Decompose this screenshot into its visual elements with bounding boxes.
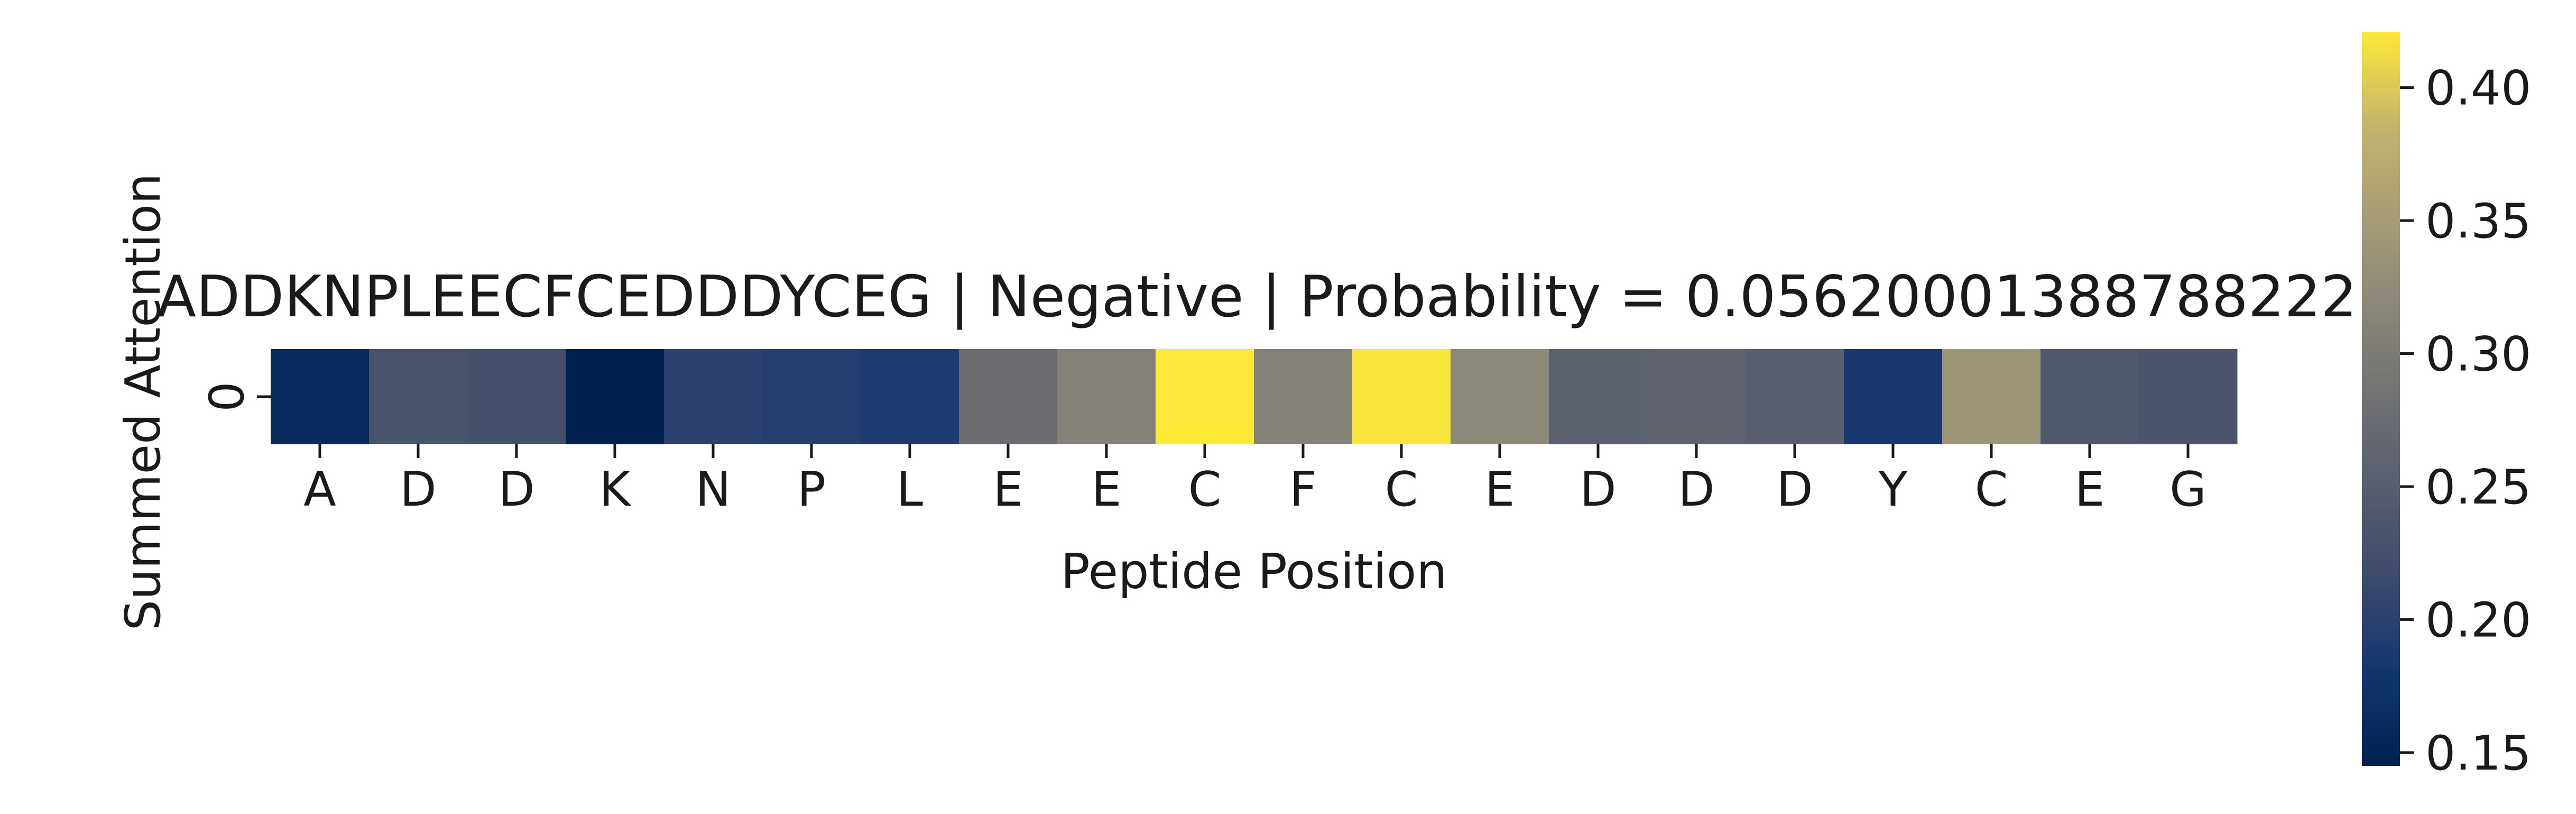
colorbar-tick-label: 0.35: [2425, 194, 2531, 249]
x-tick-label: D: [1776, 462, 1813, 517]
heatmap-cell: [2041, 349, 2139, 444]
x-tick-label: Y: [1878, 462, 1908, 517]
heatmap-cell: [1746, 349, 1844, 444]
colorbar-tick-label: 0.15: [2425, 726, 2531, 781]
colorbar: [2362, 32, 2400, 766]
x-tick-label: D: [1580, 462, 1616, 517]
x-tick-label: L: [897, 462, 923, 517]
heatmap-cell: [1451, 349, 1549, 444]
heatmap-cell: [2139, 349, 2238, 444]
heatmap-cell: [1647, 349, 1746, 444]
heatmap-cell: [959, 349, 1058, 444]
heatmap-cell: [762, 349, 861, 444]
colorbar-tick-label: 0.30: [2425, 327, 2531, 382]
heatmap-cell: [1942, 349, 2041, 444]
x-tick-label: N: [695, 462, 731, 517]
chart-title: ADDKNPLEECFCEDDDYCEG | Negative | Probab…: [157, 264, 2357, 330]
x-tick-label: K: [599, 462, 631, 517]
heatmap-cell: [664, 349, 763, 444]
heatmap-cell: [271, 349, 370, 444]
x-tick-label: E: [2075, 462, 2105, 517]
x-tick-label: C: [1385, 462, 1418, 517]
heatmap-cell: [566, 349, 664, 444]
x-tick-label: C: [1975, 462, 2008, 517]
x-tick-label: E: [993, 462, 1023, 517]
y-axis-ticks: 0: [199, 381, 271, 412]
y-axis-label: Summed Attention: [115, 173, 171, 631]
heatmap-cells: [271, 349, 2238, 444]
x-tick-label: G: [2169, 462, 2206, 517]
heatmap-cell: [1352, 349, 1451, 444]
heatmap-cell: [1549, 349, 1648, 444]
heatmap-cell: [861, 349, 959, 444]
x-tick-label: C: [1188, 462, 1222, 517]
x-tick-label: F: [1289, 462, 1317, 517]
colorbar-tick-label: 0.20: [2425, 592, 2531, 648]
x-axis-label: Peptide Position: [1060, 543, 1447, 600]
x-tick-label: D: [400, 462, 436, 517]
x-tick-label: D: [1678, 462, 1714, 517]
colorbar-tick-label: 0.25: [2425, 460, 2531, 515]
x-tick-label: E: [1092, 462, 1122, 517]
x-tick-label: D: [498, 462, 534, 517]
x-tick-label: E: [1485, 462, 1515, 517]
colorbar-ticks: 0.15 0.20 0.25 0.30 0.35 0.40: [2400, 61, 2531, 781]
heatmap-cell: [369, 349, 468, 444]
heatmap-cell: [1057, 349, 1156, 444]
heatmap-cell: [1254, 349, 1353, 444]
colorbar-tick-label: 0.40: [2425, 61, 2531, 116]
x-tick-label: A: [303, 462, 336, 517]
heatmap-cell: [1844, 349, 1943, 444]
heatmap-cell: [467, 349, 566, 444]
heatmap-cell: [1156, 349, 1254, 444]
x-tick-label: P: [797, 462, 826, 517]
y-tick-label: 0: [199, 381, 255, 411]
